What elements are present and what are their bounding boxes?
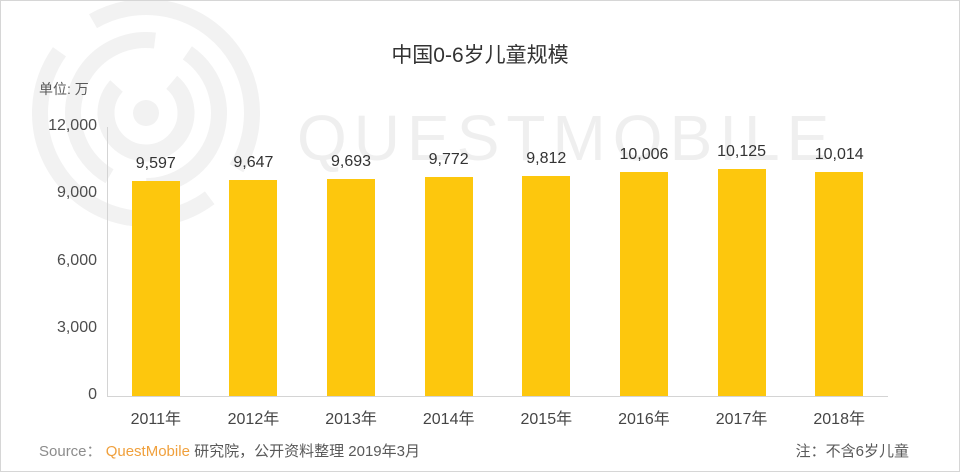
bar-value-label: 10,014 (814, 145, 864, 163)
x-axis-label: 2012年 (227, 411, 280, 428)
footnote: 注：不含6岁儿童 (795, 443, 909, 460)
bar-2015年 (522, 176, 571, 396)
source-label: Source： (39, 443, 102, 460)
bar-value-label: 9,647 (233, 153, 274, 171)
x-axis-label: 2018年 (813, 411, 865, 428)
bar-2016年 (619, 171, 668, 396)
x-axis-label: 2014年 (422, 411, 475, 428)
bar-value-label: 9,772 (428, 150, 469, 168)
y-axis-line (107, 127, 108, 396)
y-axis-tick-label: 12,000 (48, 117, 97, 134)
x-axis-line (107, 396, 888, 397)
y-axis-tick-label: 0 (88, 386, 97, 403)
source-suffix: 研究院，公开资料整理 2019年3月 (194, 443, 420, 460)
y-axis-tick-label: 6,000 (56, 251, 97, 269)
bar-2017年 (717, 169, 766, 396)
bar-2018年 (815, 171, 864, 396)
y-axis-tick-label: 9,000 (56, 184, 97, 202)
y-axis-tick-label: 3,000 (56, 318, 97, 336)
bar-value-label: 9,812 (526, 150, 567, 168)
source-brand: QuestMobile (105, 443, 190, 460)
bar-2011年 (131, 180, 180, 396)
unit-label: 单位: 万 (39, 81, 89, 97)
x-axis-label: 2013年 (325, 411, 377, 428)
x-axis-label: 2017年 (715, 411, 768, 428)
bar-2013年 (327, 178, 376, 396)
bar-value-label: 10,125 (717, 143, 767, 161)
chart-title: 中国0-6岁儿童规模 (391, 44, 569, 67)
bar-value-label: 9,693 (331, 152, 372, 170)
bar-value-label: 10,006 (619, 145, 669, 163)
x-axis-label: 2016年 (618, 411, 670, 428)
x-axis-label: 2015年 (520, 411, 573, 428)
bar-2012年 (229, 179, 278, 396)
x-axis-label: 2011年 (130, 411, 182, 428)
bar-value-label: 9,597 (135, 154, 176, 172)
source-note: Source： QuestMobile 研究院，公开资料整理 2019年3月 (39, 440, 420, 461)
bar-2014年 (424, 176, 473, 396)
